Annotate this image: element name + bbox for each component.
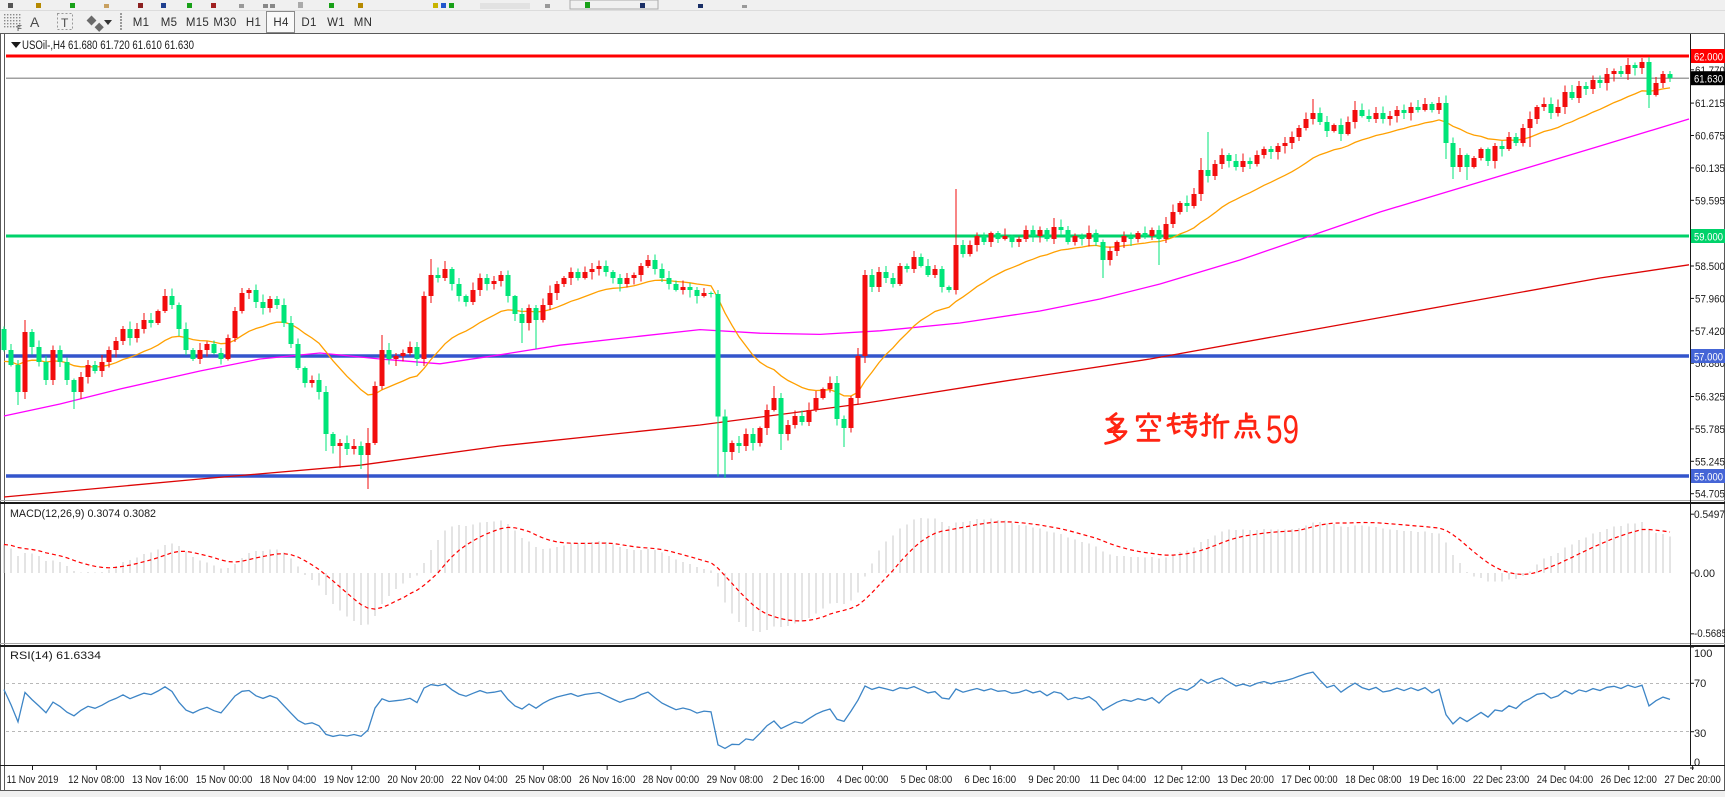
svg-text:18 Dec 08:00: 18 Dec 08:00	[1345, 774, 1401, 786]
svg-text:22 Nov 04:00: 22 Nov 04:00	[451, 774, 507, 786]
svg-text:20 Nov 20:00: 20 Nov 20:00	[387, 774, 443, 786]
svg-text:61.215: 61.215	[1695, 98, 1725, 110]
svg-text:55.785: 55.785	[1695, 424, 1725, 436]
svg-text:RSI(14) 61.6334: RSI(14) 61.6334	[10, 650, 101, 662]
svg-text:27 Dec 20:00: 27 Dec 20:00	[1664, 774, 1720, 786]
svg-text:70: 70	[1694, 678, 1706, 690]
svg-text:56.325: 56.325	[1695, 392, 1725, 404]
svg-text:57.420: 57.420	[1695, 326, 1725, 338]
svg-text:0: 0	[1694, 757, 1700, 769]
svg-text:11 Nov 2019: 11 Nov 2019	[7, 774, 59, 786]
svg-text:0.5497: 0.5497	[1694, 509, 1725, 521]
svg-text:4 Dec 00:00: 4 Dec 00:00	[837, 774, 889, 786]
svg-text:H4: H4	[273, 17, 289, 29]
svg-text:13 Dec 20:00: 13 Dec 20:00	[1217, 774, 1273, 786]
svg-text:H1: H1	[246, 17, 261, 29]
svg-text:2 Dec 16:00: 2 Dec 16:00	[773, 774, 825, 786]
svg-text:54.705: 54.705	[1695, 489, 1725, 501]
svg-text:26 Nov 16:00: 26 Nov 16:00	[579, 774, 635, 786]
svg-text:59.000: 59.000	[1694, 232, 1723, 244]
svg-text:55.000: 55.000	[1694, 472, 1723, 484]
svg-text:MN: MN	[354, 17, 373, 29]
svg-text:11 Dec 04:00: 11 Dec 04:00	[1090, 774, 1146, 786]
svg-text:59: 59	[1266, 408, 1299, 452]
svg-text:26 Dec 12:00: 26 Dec 12:00	[1601, 774, 1657, 786]
svg-text:15 Nov 00:00: 15 Nov 00:00	[196, 774, 252, 786]
svg-text:55.245: 55.245	[1695, 456, 1725, 468]
svg-text:29 Nov 08:00: 29 Nov 08:00	[707, 774, 763, 786]
svg-text:25 Nov 08:00: 25 Nov 08:00	[515, 774, 571, 786]
svg-text:A: A	[30, 14, 40, 30]
svg-text:M1: M1	[133, 17, 150, 29]
svg-text:9 Dec 20:00: 9 Dec 20:00	[1028, 774, 1080, 786]
svg-text:6 Dec 16:00: 6 Dec 16:00	[964, 774, 1016, 786]
svg-text:5 Dec 08:00: 5 Dec 08:00	[901, 774, 953, 786]
svg-text:62.000: 62.000	[1694, 52, 1723, 64]
svg-text:D1: D1	[301, 17, 316, 29]
svg-text:T: T	[61, 16, 69, 30]
svg-text:28 Nov 00:00: 28 Nov 00:00	[643, 774, 699, 786]
svg-text:F: F	[17, 24, 22, 33]
svg-text:19 Dec 16:00: 19 Dec 16:00	[1409, 774, 1465, 786]
svg-text:22 Dec 23:00: 22 Dec 23:00	[1473, 774, 1529, 786]
svg-text:58.500: 58.500	[1695, 261, 1725, 273]
svg-text:M5: M5	[161, 17, 178, 29]
svg-text:-0.5685: -0.5685	[1694, 628, 1725, 640]
svg-text:100: 100	[1694, 648, 1712, 660]
svg-text:24 Dec 04:00: 24 Dec 04:00	[1537, 774, 1593, 786]
svg-text:12 Dec 12:00: 12 Dec 12:00	[1154, 774, 1210, 786]
svg-text:13 Nov 16:00: 13 Nov 16:00	[132, 774, 188, 786]
svg-text:M15: M15	[186, 17, 209, 29]
svg-text:19 Nov 12:00: 19 Nov 12:00	[324, 774, 380, 786]
svg-text:0.00: 0.00	[1694, 568, 1715, 580]
svg-text:18 Nov 04:00: 18 Nov 04:00	[260, 774, 316, 786]
svg-text:30: 30	[1694, 728, 1706, 740]
svg-text:60.135: 60.135	[1695, 163, 1725, 175]
svg-text:17 Dec 00:00: 17 Dec 00:00	[1281, 774, 1337, 786]
svg-text:61.630: 61.630	[1694, 74, 1723, 86]
svg-text:59.595: 59.595	[1695, 195, 1725, 207]
svg-text:W1: W1	[327, 17, 345, 29]
svg-text:12 Nov 08:00: 12 Nov 08:00	[68, 774, 124, 786]
svg-text:60.675: 60.675	[1695, 131, 1725, 143]
svg-text:M30: M30	[213, 17, 236, 29]
svg-text:57.000: 57.000	[1694, 352, 1723, 364]
svg-text:57.960: 57.960	[1695, 293, 1725, 305]
svg-text:USOil-,H4 61.680 61.720 61.61: USOil-,H4 61.680 61.720 61.610 61.630	[22, 40, 194, 52]
svg-text:MACD(12,26,9) 0.3074 0.3082: MACD(12,26,9) 0.3074 0.3082	[10, 508, 156, 520]
